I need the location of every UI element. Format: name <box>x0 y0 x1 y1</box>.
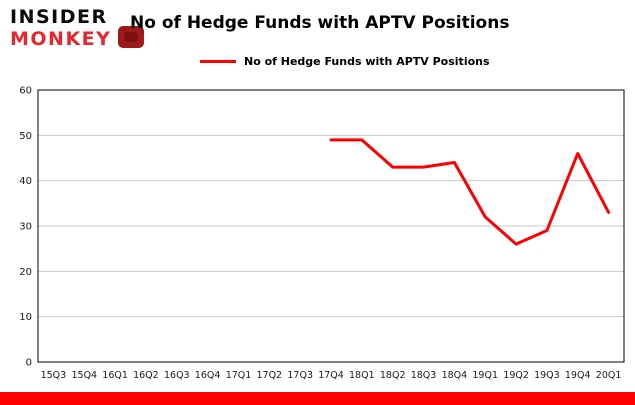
svg-text:0: 0 <box>26 358 32 369</box>
svg-text:16Q3: 16Q3 <box>164 370 190 381</box>
svg-text:15Q4: 15Q4 <box>71 370 97 381</box>
legend-label: No of Hedge Funds with APTV Positions <box>244 55 490 68</box>
svg-text:20Q1: 20Q1 <box>596 370 622 381</box>
logo-text: INSIDER MONKEY <box>10 6 111 50</box>
legend: No of Hedge Funds with APTV Positions <box>200 55 490 68</box>
svg-text:10: 10 <box>19 312 32 323</box>
svg-text:16Q1: 16Q1 <box>102 370 128 381</box>
logo-word-monkey: MONKEY <box>10 28 112 50</box>
legend-line-swatch <box>200 60 236 63</box>
svg-text:17Q2: 17Q2 <box>256 370 282 381</box>
svg-text:19Q4: 19Q4 <box>565 370 591 381</box>
svg-text:18Q3: 18Q3 <box>411 370 437 381</box>
svg-text:17Q3: 17Q3 <box>287 370 313 381</box>
svg-text:18Q2: 18Q2 <box>380 370 406 381</box>
svg-text:60: 60 <box>19 86 32 97</box>
svg-text:17Q4: 17Q4 <box>318 370 344 381</box>
svg-text:16Q4: 16Q4 <box>195 370 221 381</box>
svg-text:50: 50 <box>19 131 32 142</box>
svg-text:19Q3: 19Q3 <box>534 370 560 381</box>
bottom-red-bar <box>0 392 635 405</box>
svg-text:17Q1: 17Q1 <box>226 370 252 381</box>
chart-title: No of Hedge Funds with APTV Positions <box>130 13 510 33</box>
svg-text:18Q4: 18Q4 <box>442 370 468 381</box>
svg-text:16Q2: 16Q2 <box>133 370 159 381</box>
svg-text:19Q2: 19Q2 <box>503 370 529 381</box>
svg-text:18Q1: 18Q1 <box>349 370 375 381</box>
svg-text:19Q1: 19Q1 <box>472 370 498 381</box>
svg-text:40: 40 <box>19 176 32 187</box>
insider-monkey-logo: INSIDER MONKEY <box>10 6 145 50</box>
logo-word-insider: INSIDER <box>10 6 108 28</box>
monkey-badge-icon <box>118 26 145 48</box>
svg-text:20: 20 <box>19 267 32 278</box>
line-chart: 0 10 20 30 40 50 60 15Q3 15Q4 16Q1 16Q2 16Q3 16Q4 17Q… <box>19 86 625 381</box>
svg-text:30: 30 <box>19 222 32 233</box>
svg-text:15Q3: 15Q3 <box>41 370 67 381</box>
